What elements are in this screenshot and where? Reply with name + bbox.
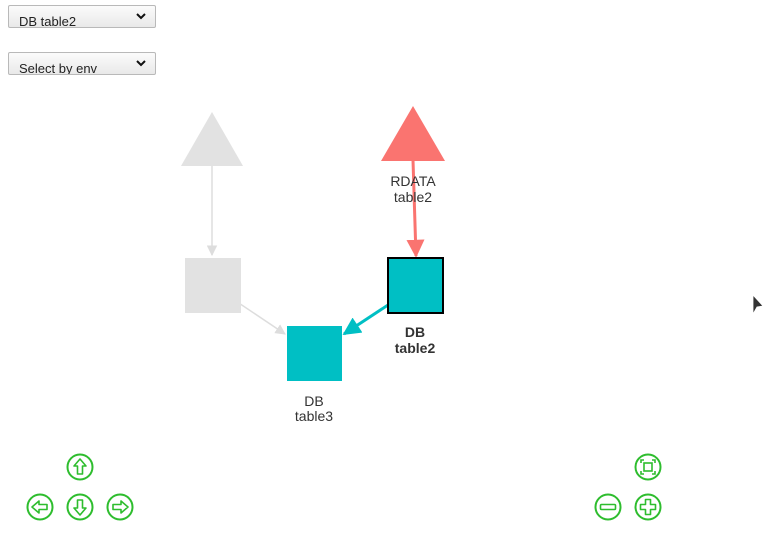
db-table2-label-line2: table2 xyxy=(395,340,436,356)
pan-left-button[interactable] xyxy=(26,493,54,521)
db-table2-label-line1: DB xyxy=(405,324,425,340)
zoom-fit-button[interactable] xyxy=(634,453,662,481)
ghost-source-node[interactable] xyxy=(181,112,243,166)
db-table3-label-line1: DB xyxy=(304,393,323,409)
pan-up-button[interactable] xyxy=(66,453,94,481)
rdata-table2-label-line2: table2 xyxy=(394,189,432,205)
mouse-cursor-icon xyxy=(753,295,763,319)
pan-down-button[interactable] xyxy=(66,493,94,521)
db-table2-node[interactable] xyxy=(388,258,443,313)
db-table3-node[interactable] xyxy=(287,326,342,381)
rdata-table2-label-line1: RDATA xyxy=(390,173,436,189)
zoom-out-button[interactable] xyxy=(594,493,622,521)
ghost-table-node[interactable] xyxy=(185,258,241,313)
zoom-in-button[interactable] xyxy=(634,493,662,521)
db-table3-label-line2: table3 xyxy=(295,408,333,424)
pan-right-button[interactable] xyxy=(106,493,134,521)
edge-db-table2-to-db-table3 xyxy=(344,305,388,334)
rdata-table2-node[interactable] xyxy=(381,106,445,161)
